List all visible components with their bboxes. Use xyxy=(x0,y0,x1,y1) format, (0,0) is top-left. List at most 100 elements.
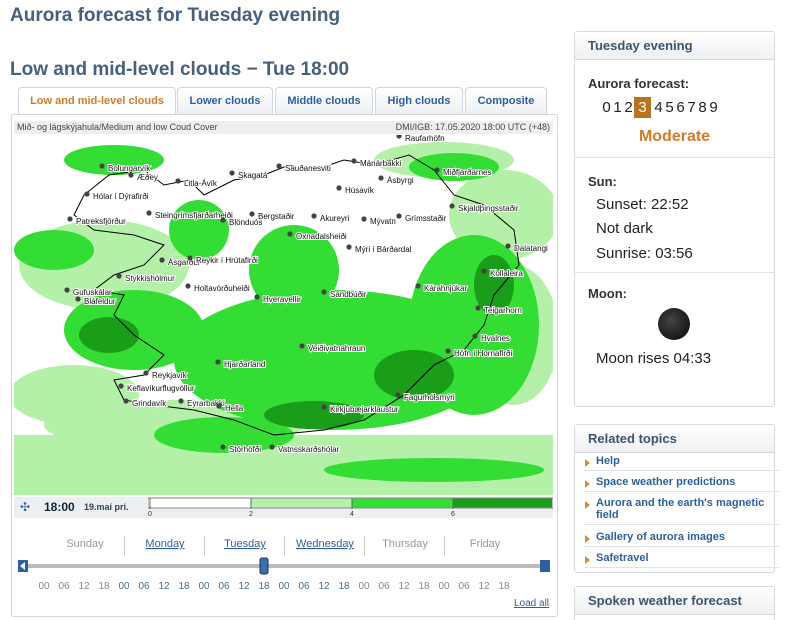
station xyxy=(75,296,81,302)
hour-label[interactable]: 12 xyxy=(238,581,250,592)
slider-left[interactable] xyxy=(18,560,28,572)
station xyxy=(276,163,282,169)
moon-label: Moon: xyxy=(588,286,627,301)
hour-label[interactable]: 18 xyxy=(338,581,350,592)
station xyxy=(299,343,305,349)
place-name: Kárahnjúkar xyxy=(424,284,467,293)
place-name: Patreksfjörður xyxy=(76,217,126,226)
hour-label: 06 xyxy=(58,581,70,592)
place-name: Fagurhólsmýri xyxy=(404,393,455,402)
hour-label: 18 xyxy=(98,581,110,592)
darkness: Not dark xyxy=(596,220,653,237)
place-name: Eyrarbakki xyxy=(187,399,225,408)
place-name: Miðfjarðarnes xyxy=(443,168,491,177)
moon-icon xyxy=(658,308,690,340)
place-name: Gufuskálar xyxy=(73,288,112,297)
tab[interactable]: Low and mid-level clouds xyxy=(18,87,176,115)
colorbar-segment xyxy=(150,498,251,508)
aurora-level: 6 xyxy=(676,99,685,116)
station xyxy=(116,273,122,279)
place-name: Steingrímsfjarðarheiði xyxy=(155,211,233,220)
hour-label[interactable]: 00 xyxy=(118,581,130,592)
place-name: Reykir í Hrútafirði xyxy=(196,256,258,265)
hour-label[interactable]: 00 xyxy=(198,581,210,592)
day-label[interactable]: Wednesday xyxy=(296,538,354,550)
tab[interactable]: High clouds xyxy=(375,87,463,114)
related-link[interactable]: Help xyxy=(583,453,780,471)
station xyxy=(378,175,384,181)
station xyxy=(472,333,478,339)
hour-label[interactable]: 18 xyxy=(258,581,270,592)
station xyxy=(64,287,70,293)
colorbar-label: 0 xyxy=(148,511,152,518)
related-link[interactable]: Safetravel xyxy=(583,550,780,568)
place-name: Litla-Ávík xyxy=(184,179,218,188)
hour-label[interactable]: 00 xyxy=(278,581,290,592)
day-label: Sunday xyxy=(66,538,104,550)
station xyxy=(254,294,260,300)
station xyxy=(175,178,181,184)
place-name: Mývatn xyxy=(370,217,396,226)
aurora-level: 3 xyxy=(634,97,651,118)
hour-label[interactable]: 06 xyxy=(218,581,230,592)
hour-label[interactable]: 06 xyxy=(298,581,310,592)
place-name: Húsavík xyxy=(345,186,375,195)
aurora-level: 5 xyxy=(665,99,674,116)
place-name: Keflavíkurflugvöllur xyxy=(127,384,195,393)
hour-label: 00 xyxy=(38,581,50,592)
day-label[interactable]: Tuesday xyxy=(224,538,266,550)
slider-handle[interactable] xyxy=(259,557,269,575)
load-all[interactable]: Load all xyxy=(514,598,550,609)
hour-label[interactable]: 12 xyxy=(158,581,170,592)
station xyxy=(215,359,221,365)
place-name: Sauðanesviti xyxy=(285,164,331,173)
day-label: Thursday xyxy=(382,538,428,550)
tab[interactable]: Middle clouds xyxy=(275,87,373,114)
station xyxy=(99,163,105,169)
slider-right[interactable] xyxy=(540,560,550,572)
station xyxy=(84,191,90,197)
crosshair-icon[interactable]: ✣ xyxy=(20,500,31,514)
hour-label: 00 xyxy=(358,581,370,592)
station xyxy=(445,348,451,354)
hour-label: 12 xyxy=(478,581,490,592)
station xyxy=(361,216,367,222)
related-link[interactable]: Space weather predictions xyxy=(583,474,780,492)
colorbar-label: 6 xyxy=(451,511,455,518)
station xyxy=(434,167,440,173)
hour-label[interactable]: 06 xyxy=(138,581,150,592)
hour-label[interactable]: 18 xyxy=(178,581,190,592)
date: 19.maí pri. xyxy=(84,502,129,512)
map-panel xyxy=(11,114,558,617)
place-name: Bergstaðir xyxy=(258,212,295,221)
coastline xyxy=(73,154,520,436)
aurora-level: 7 xyxy=(687,99,696,116)
station xyxy=(287,231,293,237)
station xyxy=(321,404,327,410)
station xyxy=(336,185,342,191)
station xyxy=(415,283,421,289)
place-name: Hvalnes xyxy=(481,334,510,343)
station xyxy=(311,213,317,219)
place-name: Mýri í Bárðardal xyxy=(355,245,412,254)
station xyxy=(220,217,226,223)
tab[interactable]: Composite xyxy=(465,87,547,114)
related-box: Related topics Help Space weather predict… xyxy=(574,424,780,573)
day-label[interactable]: Monday xyxy=(145,538,185,550)
hour-label: 12 xyxy=(78,581,90,592)
colorbar: 0 2 4 6 xyxy=(148,497,553,518)
aurora-status: Moderate xyxy=(638,128,711,145)
place-name: Raufarhöfn xyxy=(405,135,445,143)
hour-label: 06 xyxy=(378,581,390,592)
related-link[interactable]: Aurora and the earth's magnetic field xyxy=(583,495,780,525)
place-name: Dalatangi xyxy=(514,244,548,253)
station xyxy=(351,158,357,164)
tab[interactable]: Lower clouds xyxy=(177,87,273,114)
place-name: Vatnsskarðshólar xyxy=(278,445,340,454)
colorbar-segment xyxy=(352,498,453,508)
hour-label[interactable]: 12 xyxy=(318,581,330,592)
related-link[interactable]: Gallery of aurora images xyxy=(583,529,780,547)
place-name: Veiðivatnahraun xyxy=(308,344,365,353)
